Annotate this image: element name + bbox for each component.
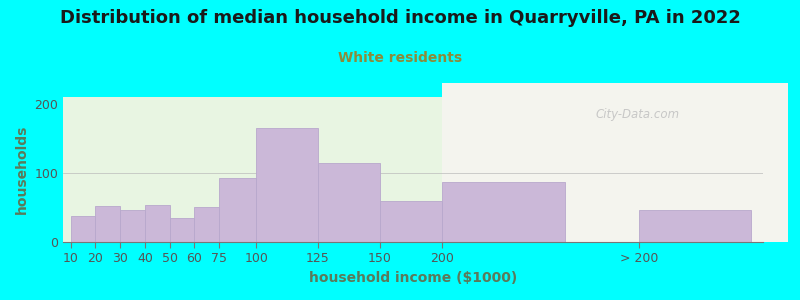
Text: Distribution of median household income in Quarryville, PA in 2022: Distribution of median household income … (59, 9, 741, 27)
X-axis label: household income ($1000): household income ($1000) (309, 271, 518, 285)
Bar (380, 201, 442, 242)
Bar (145, 206, 170, 242)
Text: City-Data.com: City-Data.com (595, 108, 679, 121)
Bar (194, 208, 219, 242)
Bar (318, 163, 380, 242)
Bar (442, 83, 788, 242)
Bar (219, 178, 256, 242)
Y-axis label: households: households (15, 125, 29, 214)
Bar (639, 210, 750, 242)
Bar (170, 218, 194, 242)
Bar (256, 128, 318, 242)
Text: White residents: White residents (338, 51, 462, 65)
Bar (70, 217, 95, 242)
Bar (95, 206, 120, 242)
Bar (442, 182, 566, 242)
Bar (120, 210, 145, 242)
